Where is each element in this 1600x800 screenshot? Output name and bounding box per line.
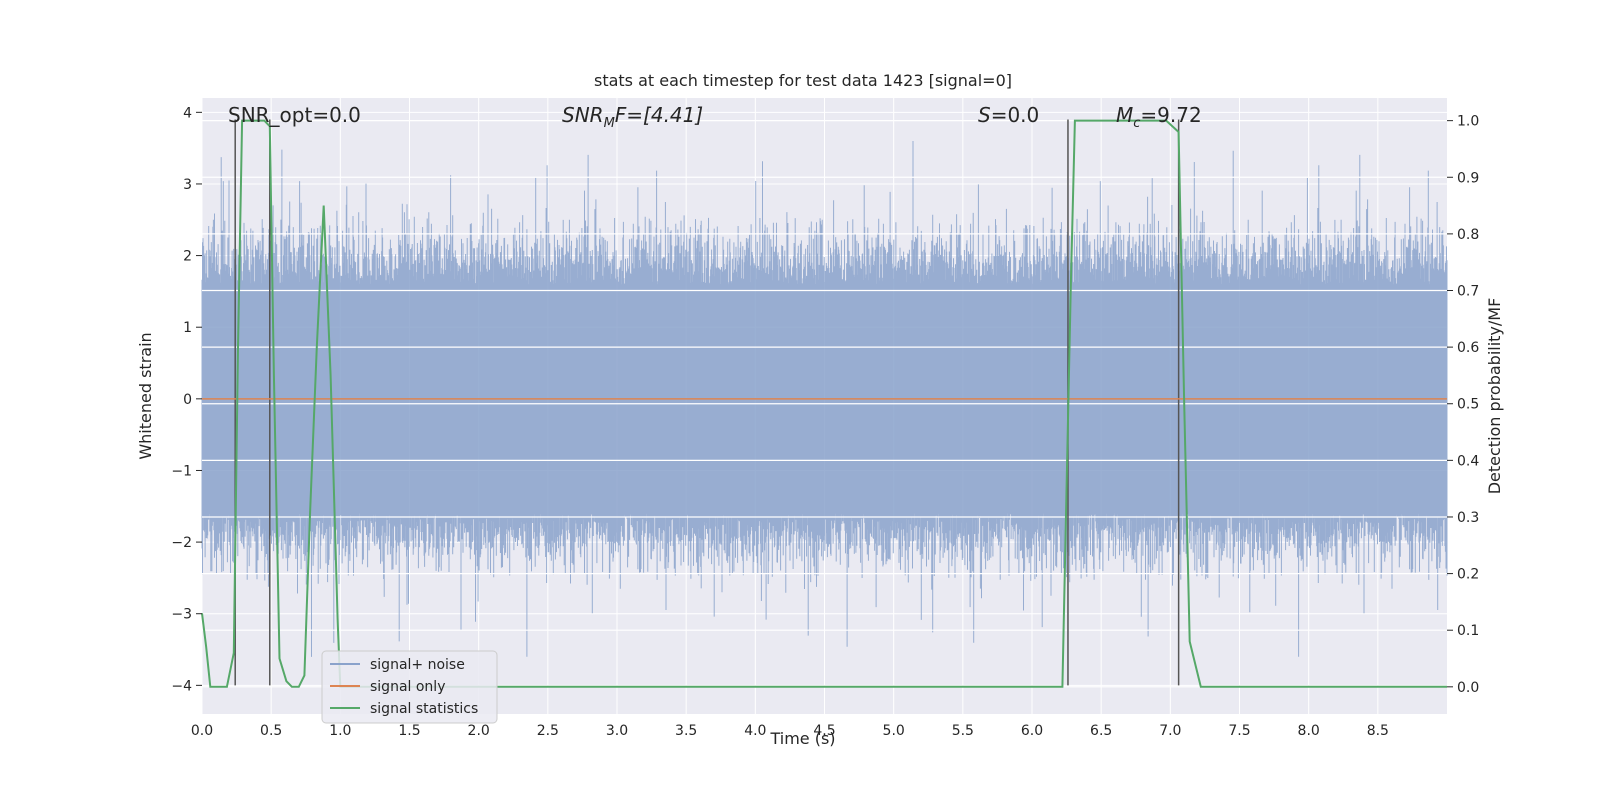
x-tick-label: 5.5 — [952, 723, 974, 739]
grid-overlay — [202, 120, 1447, 688]
x-tick-label: 1.5 — [398, 723, 420, 739]
y-tick-label: 4 — [183, 105, 192, 121]
y-right-axis-ticks: 1.0 0.9 0.8 0.7 0.6 0.5 0.4 0.3 0.2 0.1 0.0 — [1447, 114, 1479, 696]
legend-label-signal-statistics: signal statistics — [370, 701, 478, 717]
y-tick-label: 3 — [183, 177, 192, 193]
x-tick-label: 3.5 — [675, 723, 697, 739]
x-tick-label: 2.0 — [468, 723, 490, 739]
y-tick-label: −4 — [171, 678, 192, 694]
y-right-tick-label: 0.4 — [1457, 453, 1479, 469]
snr-mf-annotation: SNRMF=[4.41] — [562, 103, 703, 131]
snr-mf-base: SNR — [562, 103, 604, 127]
legend: signal+ noise signal only signal statist… — [321, 650, 498, 724]
y-tick-label: 0 — [183, 392, 192, 408]
y-right-tick-label: 0.5 — [1457, 397, 1479, 413]
y-right-tick-label: 0.0 — [1457, 680, 1479, 696]
signal-statistics-line — [201, 119, 1447, 688]
y-axis-ticks: 4 3 2 1 0 −1 −2 −3 −4 — [171, 105, 202, 694]
y-right-tick-label: 1.0 — [1457, 114, 1479, 130]
x-tick-label: 8.5 — [1367, 723, 1389, 739]
y-tick-label: 1 — [183, 320, 192, 336]
y-right-tick-label: 0.3 — [1457, 510, 1479, 526]
x-tick-label: 7.5 — [1228, 723, 1250, 739]
x-tick-label: 7.0 — [1159, 723, 1181, 739]
s-rest: =0.0 — [991, 103, 1040, 127]
mc-sub: c — [1133, 116, 1140, 131]
signal-noise-series — [201, 141, 1448, 657]
x-tick-label: 6.5 — [1090, 723, 1112, 739]
x-tick-label: 3.0 — [606, 723, 628, 739]
legend-label-signal-only: signal only — [370, 679, 445, 695]
y-right-tick-label: 0.9 — [1457, 170, 1479, 186]
y-tick-label: −1 — [171, 463, 192, 479]
s-italic: S — [978, 103, 991, 127]
snr-mf-rest: F=[4.41] — [615, 103, 703, 127]
y-right-axis-label: Detection probability/MF — [1485, 298, 1504, 495]
y-right-tick-label: 0.7 — [1457, 284, 1479, 300]
x-tick-label: 1.0 — [329, 723, 351, 739]
x-tick-label: 0.0 — [191, 723, 213, 739]
snr-opt-annotation: SNR_opt=0.0 — [228, 103, 361, 127]
y-tick-label: −3 — [171, 607, 192, 623]
chart-title: stats at each timestep for test data 142… — [594, 71, 1012, 90]
series-lines — [201, 119, 1447, 688]
snr-mf-sub: M — [604, 116, 615, 131]
y-right-tick-label: 0.1 — [1457, 623, 1479, 639]
y-tick-label: −2 — [171, 535, 192, 551]
legend-box — [321, 650, 498, 724]
y-right-tick-label: 0.6 — [1457, 340, 1479, 356]
x-axis-label: Time (s) — [769, 729, 835, 748]
y-right-tick-label: 0.2 — [1457, 567, 1479, 583]
x-tick-label: 2.5 — [537, 723, 559, 739]
x-tick-label: 4.0 — [744, 723, 766, 739]
s-annotation: S=0.0 — [978, 103, 1039, 127]
x-tick-label: 0.5 — [260, 723, 282, 739]
x-tick-label: 5.0 — [883, 723, 905, 739]
x-tick-label: 8.0 — [1298, 723, 1320, 739]
mc-italic: M — [1116, 103, 1133, 127]
y-tick-label: 2 — [183, 249, 192, 265]
y-axis-label: Whitened strain — [136, 332, 155, 459]
legend-label-signal-noise: signal+ noise — [370, 657, 465, 673]
signal-noise-trace — [201, 141, 1448, 657]
mc-annotation: Mc=9.72 — [1116, 103, 1202, 131]
x-tick-label: 4.5 — [813, 723, 835, 739]
x-axis-ticks: 0.0 0.5 1.0 1.5 2.0 2.5 3.0 3.5 4.0 4.5 5.0 5.5 6.0 6… — [191, 723, 1389, 739]
mc-rest: =9.72 — [1140, 103, 1201, 127]
x-tick-label: 6.0 — [1021, 723, 1043, 739]
y-right-tick-label: 0.8 — [1457, 227, 1479, 243]
